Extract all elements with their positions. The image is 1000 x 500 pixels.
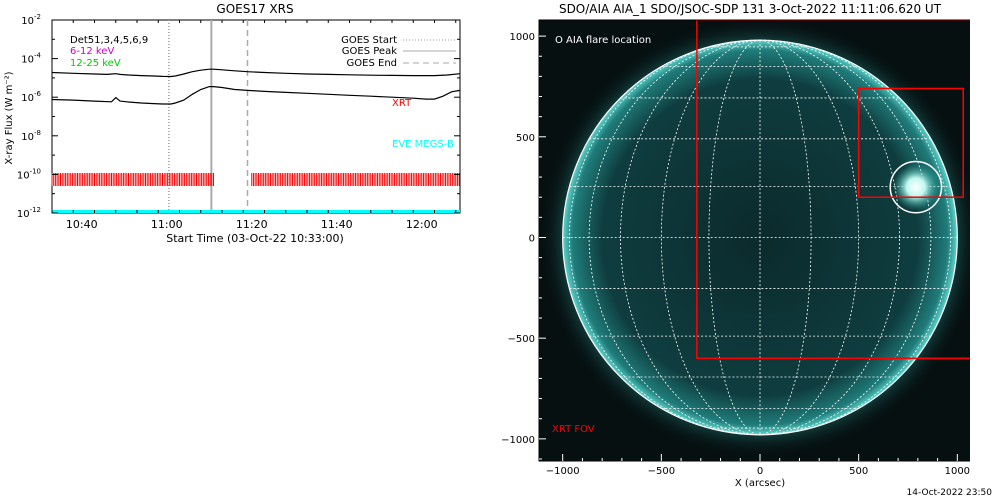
longitude-line bbox=[569, 39, 761, 436]
goes-series-line-1 bbox=[51, 68, 461, 78]
xrt-coverage-segment bbox=[251, 173, 460, 186]
legend-6-12-kev: 6-12 keV bbox=[70, 46, 114, 57]
longitude-line bbox=[759, 39, 812, 436]
goes-right-legend: GOES Start GOES Peak GOES End bbox=[341, 35, 456, 69]
goes-y-axis-label: X-ray Flux (W m⁻²) bbox=[4, 71, 15, 164]
goes-y-tick-label: 10-4 bbox=[21, 52, 41, 66]
goes-left-legend: Det51,3,4,5,6,9 6-12 keV 12-25 keV bbox=[70, 35, 148, 69]
goes-x-axis-label: Start Time (03-Oct-22 10:33:00) bbox=[166, 232, 344, 245]
aia-x-tick-label: −500 bbox=[648, 466, 675, 477]
aia-flare-legend: O AIA flare location bbox=[555, 35, 651, 46]
aia-y-tick-label: 500 bbox=[516, 133, 535, 144]
legend-goes-peak: GOES Peak bbox=[342, 46, 397, 57]
goes-y-tick-label: 10-12 bbox=[17, 206, 41, 220]
aia-y-tick-label: 0 bbox=[529, 233, 535, 244]
xrt-coverage-segment bbox=[51, 173, 214, 186]
goes-y-tick-label: 10-8 bbox=[21, 129, 41, 143]
goes-x-tick-label: 10:40 bbox=[66, 218, 98, 231]
goes-x-tick-label: 11:00 bbox=[151, 218, 183, 231]
longitude-line bbox=[588, 39, 761, 436]
goes-y-tick-label: 10-2 bbox=[21, 13, 41, 27]
legend-goes-end: GOES End bbox=[347, 58, 397, 69]
aia-y-tick-label: −1000 bbox=[501, 435, 535, 446]
legend-goes-start: GOES Start bbox=[341, 35, 397, 46]
aia-sun-map: SDO/AIA AIA_1 SDO/JSOC-SDP 131 3-Oct-202… bbox=[501, 2, 970, 489]
aia-y-tick-label: 1000 bbox=[510, 32, 535, 43]
xrt-fov-box bbox=[857, 87, 964, 198]
goes-x-tick-label: 11:20 bbox=[236, 218, 268, 231]
flare-brightening bbox=[892, 164, 939, 211]
longitude-line bbox=[759, 39, 951, 436]
goes-xrs-chart: GOES17 XRS 10:40 11:00 11:20 11:40 12:00 10-… bbox=[4, 2, 461, 245]
flare-location-marker bbox=[889, 160, 943, 214]
goes-y-tick-label: 10-10 bbox=[17, 167, 41, 181]
solar-limb bbox=[562, 39, 958, 436]
longitude-line bbox=[759, 39, 900, 436]
goes-x-tick-label: 11:40 bbox=[321, 218, 353, 231]
goes-series-line-0 bbox=[51, 85, 461, 105]
aia-x-tick-label: 1000 bbox=[945, 466, 970, 477]
aia-x-axis-label: X (arcsec) bbox=[735, 478, 785, 489]
aia-x-tick-label: 0 bbox=[757, 466, 763, 477]
aia-y-tick-label: −500 bbox=[508, 334, 535, 345]
longitude-line bbox=[620, 39, 761, 436]
aia-x-tick-label: −1000 bbox=[546, 466, 580, 477]
longitude-line bbox=[660, 39, 761, 436]
legend-12-25-kev: 12-25 keV bbox=[70, 58, 121, 69]
goes-chart-title: GOES17 XRS bbox=[216, 2, 293, 16]
longitude-line bbox=[759, 39, 860, 436]
xrt-fov-label: XRT FOV bbox=[552, 424, 595, 435]
longitude-line bbox=[708, 39, 761, 436]
timestamp: 14-Oct-2022 23:50 bbox=[906, 488, 992, 498]
eve-coverage-bar bbox=[52, 210, 460, 213]
legend-detectors: Det51,3,4,5,6,9 bbox=[70, 35, 148, 46]
xrt-fov-box bbox=[696, 20, 970, 360]
goes-y-tick-label: 10-6 bbox=[21, 90, 41, 104]
aia-chart-title: SDO/AIA AIA_1 SDO/JSOC-SDP 131 3-Oct-202… bbox=[559, 2, 942, 16]
longitude-line bbox=[759, 39, 932, 436]
xrt-instrument-label: XRT bbox=[392, 98, 412, 109]
goes-x-tick-label: 12:00 bbox=[406, 218, 438, 231]
aia-x-tick-label: 500 bbox=[849, 466, 868, 477]
eve-instrument-label: EVE MEGS-B bbox=[392, 139, 454, 150]
